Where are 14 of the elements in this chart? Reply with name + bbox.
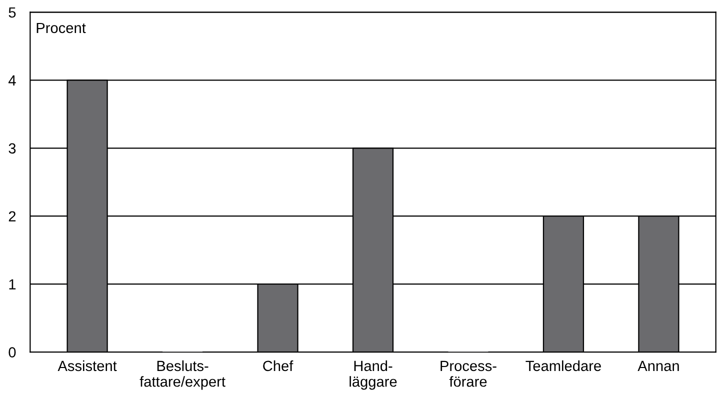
y-tick-label: 0 [8,347,16,358]
x-tick-label: Besluts- fattare/expert [140,360,226,390]
y-tick-label: 1 [9,279,16,290]
x-tick-label: Hand- läggare [350,360,397,390]
x-tick-label: Teamledare [526,360,601,372]
y-tick-label: 3 [8,143,16,154]
x-tick-label: Assistent [58,360,117,372]
y-axis-title: Procent [36,22,86,34]
x-tick-label: Annan [638,360,679,372]
x-tick-label: Chef [263,360,294,372]
y-tick-label: 4 [8,75,16,86]
y-tick-label: 2 [8,211,16,222]
x-tick-label: Process- förare [440,360,496,387]
y-tick-label: 5 [8,7,16,18]
